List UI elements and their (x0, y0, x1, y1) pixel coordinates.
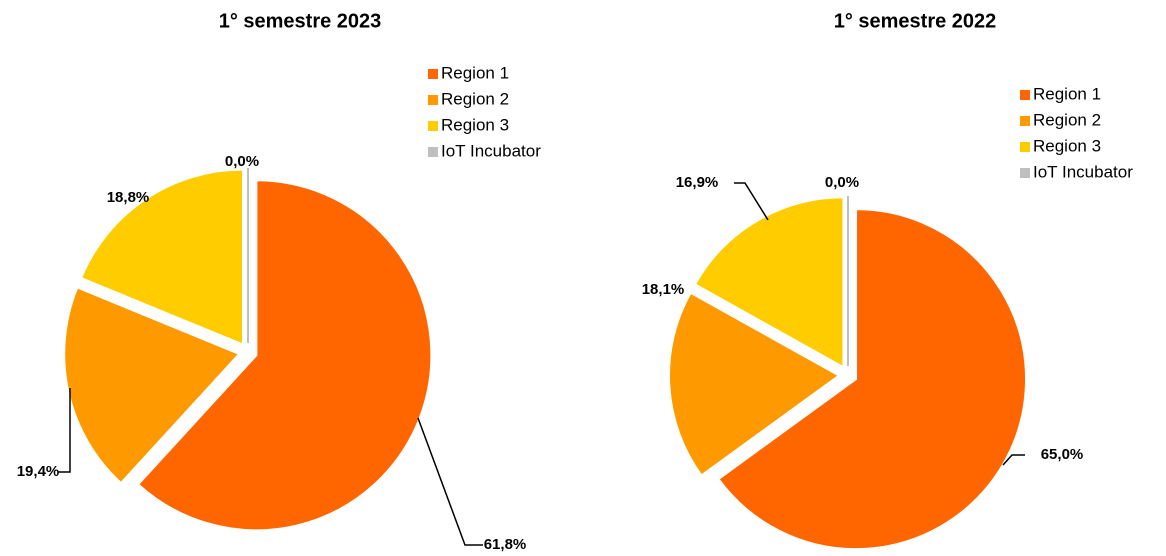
leader-line (734, 182, 769, 221)
leader-line (1002, 454, 1025, 466)
legend-label: Region 1 (1033, 84, 1101, 103)
legend-swatch (428, 95, 438, 105)
leader-line (58, 388, 71, 473)
chart-title: 1° semestre 2022 (834, 10, 997, 32)
data-label: 61,8% (484, 536, 527, 553)
pie-slice (136, 179, 433, 532)
legend-label: Region 1 (441, 63, 509, 82)
data-label: 19,4% (17, 463, 60, 480)
legend-swatch (428, 121, 438, 131)
legend-label: Region 3 (1033, 136, 1101, 155)
data-label: 0,0% (225, 153, 259, 170)
chart-title: 1° semestre 2023 (219, 10, 382, 32)
legend-swatch (1020, 90, 1030, 100)
legend-swatch (1020, 116, 1030, 126)
legend-swatch (428, 69, 438, 79)
legend-label: Region 2 (441, 89, 509, 108)
data-label: 18,1% (642, 281, 685, 298)
legend-label: IoT Incubator (1033, 162, 1133, 181)
legend-label: IoT Incubator (441, 141, 541, 160)
leader-line (417, 417, 483, 546)
pie-slice (79, 168, 244, 347)
pie-slice (63, 286, 241, 485)
legend-swatch (1020, 168, 1030, 178)
pie-slice (668, 291, 841, 477)
pie-slice (717, 208, 1027, 551)
pie-slice (693, 196, 845, 369)
legend-label: Region 2 (1033, 110, 1101, 129)
data-label: 16,9% (676, 174, 719, 191)
data-label: 0,0% (825, 174, 859, 191)
legend-label: Region 3 (441, 115, 509, 134)
data-label: 18,8% (107, 189, 150, 206)
data-label: 65,0% (1041, 446, 1084, 463)
legend-swatch (1020, 142, 1030, 152)
legend-swatch (428, 147, 438, 157)
